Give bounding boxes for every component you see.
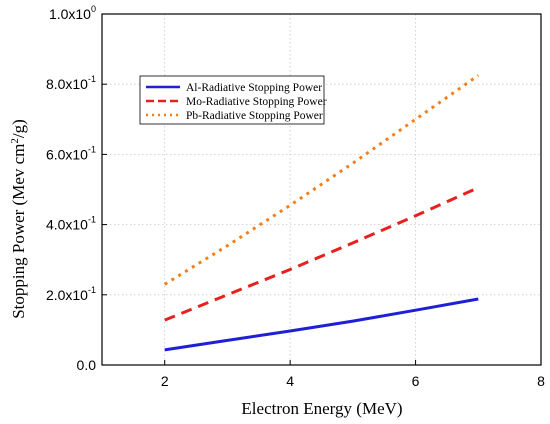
y-tick-label: 8.0x10-1 xyxy=(46,74,96,92)
series-line-1 xyxy=(164,297,479,352)
legend-label-1: Al-Radiative Stopping Power xyxy=(186,82,322,94)
y-axis-title: Stopping Power (Mev cm2/g) xyxy=(9,119,28,319)
plot-frame xyxy=(101,13,542,366)
y-tick-label: 1.0x100 xyxy=(49,4,96,22)
y-axis-title-main: Stopping Power (Mev cm xyxy=(9,144,28,319)
y-tick-label: 4.0x10-1 xyxy=(46,215,96,233)
legend-label-2: Mo-Radiative Stopping Power xyxy=(186,96,327,108)
y-tick-label: 2.0x10-1 xyxy=(46,285,96,303)
x-axis-title: Electron Energy (MeV) xyxy=(241,399,402,418)
y-axis-title-tail: /g) xyxy=(9,119,28,138)
series-line-2 xyxy=(164,186,479,322)
x-tick-label: 2 xyxy=(161,373,169,389)
y-tick-label: 6.0x10-1 xyxy=(46,144,96,162)
x-tick-label: 8 xyxy=(537,373,545,389)
legend: Al-Radiative Stopping Power Mo-Radiative … xyxy=(139,75,327,125)
legend-label-3: Pb-Radiative Stopping Power xyxy=(186,110,323,122)
series-line-3 xyxy=(163,74,480,286)
y-tick-label: 0.0 xyxy=(77,357,97,373)
axis-ticks: 2 4 6 8 0.0 2.0x10-1 4.0x10-1 6.0x10-1 8.0x10-1 1… xyxy=(46,4,545,389)
series-lines xyxy=(163,74,480,352)
y-axis-title-sup: 2 xyxy=(9,138,21,144)
x-tick-label: 4 xyxy=(286,373,294,389)
x-tick-label: 6 xyxy=(412,373,420,389)
